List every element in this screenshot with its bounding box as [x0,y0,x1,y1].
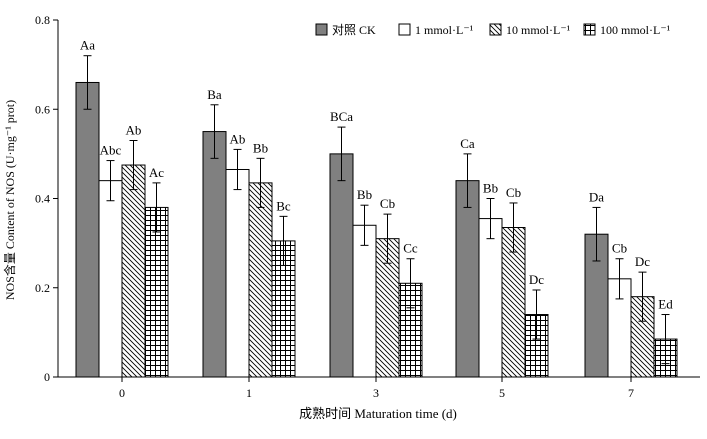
x-tick-label: 1 [246,386,252,400]
legend-swatch [583,23,596,36]
bar [98,180,123,378]
significance-label: Bb [483,181,498,196]
significance-label: Aa [80,38,95,53]
significance-label: Ca [460,136,475,151]
significance-label: Dc [529,272,544,287]
significance-label: Bc [276,198,291,213]
legend-label: 10 mmol·L⁻¹ [506,23,571,37]
significance-label: Ba [207,87,222,102]
legend-swatch [315,23,328,36]
y-tick-label: 0.4 [35,192,50,206]
bar [202,131,227,378]
axes: 0 0.2 0.4 0.6 0.8 0 1 3 5 7 [35,13,700,400]
x-axis-title: 成熟时间 Maturation time (d) [299,406,457,421]
y-tick-label: 0 [44,370,50,384]
y-tick-label: 0.8 [35,13,50,27]
legend-label: 对照 CK [332,23,376,37]
bar [75,81,100,378]
significance-label: Bb [253,140,268,155]
significance-label: Bb [357,187,372,202]
x-tick-label: 7 [628,386,634,400]
legend-label: 100 mmol·L⁻¹ [600,23,671,37]
significance-label: Cb [506,185,521,200]
x-tick-label: 3 [373,386,379,400]
y-tick-label: 0.6 [35,102,50,116]
significance-label: BCa [330,109,353,124]
significance-label: Ac [149,165,164,180]
bar [225,168,250,378]
bar [478,218,503,378]
bar [455,180,480,378]
bar [121,164,146,378]
legend: 对照 CK 1 mmol·L⁻¹ 10 mmol·L⁻¹ 100 mmol·L⁻¹ [315,23,671,37]
y-axis-title: NOS含量 Content of NOS (U·mg⁻¹ prot) [2,100,17,300]
significance-label: Dc [635,254,650,269]
bar [248,182,273,378]
significance-label: Abc [100,143,122,158]
legend-label: 1 mmol·L⁻¹ [415,23,474,37]
y-tick-label: 0.2 [35,281,50,295]
bar [352,224,377,378]
x-tick-label: 5 [499,386,505,400]
significance-label: Ab [126,122,142,137]
significance-label: Cb [612,241,627,256]
significance-label: Ab [230,131,246,146]
significance-label: Da [589,189,604,204]
legend-swatch [398,23,411,36]
legend-swatch [489,23,502,36]
significance-label: Cc [403,241,418,256]
plot-area: Aa Ba BCa Ca Da Abc Ab Bb Bb Cb Ab Bb Cb Cb Dc Ac Bc Cc Dc… [75,38,678,378]
x-tick-label: 0 [119,386,125,400]
bar [144,206,169,378]
significance-label: Ed [658,297,673,312]
bar [329,153,354,378]
significance-label: Cb [380,196,395,211]
